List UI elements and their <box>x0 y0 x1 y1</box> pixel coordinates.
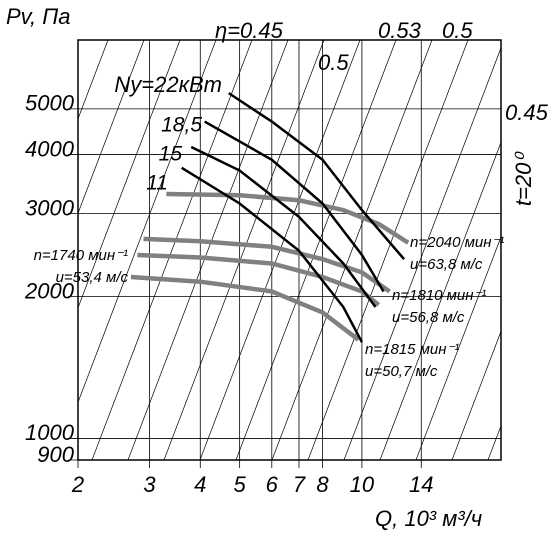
series-speed: u=50,7 м/с <box>365 363 438 380</box>
slant-line <box>307 40 469 460</box>
series-speed: u=56,8 м/с <box>392 309 465 326</box>
efficiency-label: 0.5 <box>318 50 349 75</box>
pressure-curve <box>166 191 410 245</box>
y-tick-label: 4000 <box>25 136 75 161</box>
pressure-curve <box>130 274 360 342</box>
series-label: 15 <box>159 143 183 166</box>
series-label: n=1810 мин⁻¹ <box>392 287 486 304</box>
slant-line <box>127 40 289 460</box>
x-tick-label: 4 <box>194 472 206 497</box>
series-label: 11 <box>146 172 168 195</box>
efficiency-label: 0.5 <box>442 18 473 43</box>
efficiency-label: 0.45 <box>505 100 549 125</box>
series-speed: u=53,4 м/с <box>56 269 129 286</box>
x-tick-label: 2 <box>71 472 84 497</box>
y-tick-label: 3000 <box>25 195 75 220</box>
power-curve <box>190 145 377 308</box>
power-curve <box>181 166 364 343</box>
slant-line <box>78 40 109 120</box>
y-tick-label: 5000 <box>25 91 75 116</box>
slant-line <box>343 46 501 460</box>
series-label: n=1815 мин⁻¹ <box>365 341 459 358</box>
x-tick-label: 8 <box>316 472 329 497</box>
y-axis-label: Pv, Па <box>6 4 70 29</box>
power-curve <box>228 92 406 260</box>
series-label: 18,5 <box>161 114 202 137</box>
slant-line <box>91 40 253 460</box>
x-tick-label: 3 <box>143 472 156 497</box>
slant-line <box>379 141 501 460</box>
efficiency-label: η=0.45 <box>215 18 284 43</box>
efficiency-label: t=20⁰ <box>511 151 536 206</box>
pressure-curve <box>143 236 391 294</box>
slant-line <box>235 40 397 460</box>
power-curve <box>204 120 385 293</box>
y-tick-label: 1000 <box>25 420 75 445</box>
y-tick-label: 2000 <box>24 278 75 303</box>
x-tick-label: 10 <box>350 472 375 497</box>
slant-line <box>163 40 325 460</box>
slant-line <box>78 40 217 404</box>
efficiency-label: 0.53 <box>378 18 422 43</box>
slant-line <box>451 330 501 460</box>
series-label: n=1740 мин⁻¹ <box>34 247 128 264</box>
slant-line <box>415 235 501 460</box>
series-label: n=2040 мин⁻¹ <box>410 234 504 251</box>
x-tick-label: 6 <box>266 472 279 497</box>
series-label: Ny=22кВт <box>114 72 222 97</box>
slant-line <box>78 40 145 215</box>
series-speed: u=63,8 м/с <box>410 256 483 273</box>
x-tick-label: 14 <box>409 472 433 497</box>
x-tick-label: 7 <box>293 472 306 497</box>
decoration <box>78 40 501 460</box>
x-axis-label: Q, 10³ м³/ч <box>375 506 482 531</box>
x-tick-label: 5 <box>234 472 247 497</box>
slant-line <box>78 40 181 309</box>
y-tick-label: 900 <box>37 442 74 467</box>
